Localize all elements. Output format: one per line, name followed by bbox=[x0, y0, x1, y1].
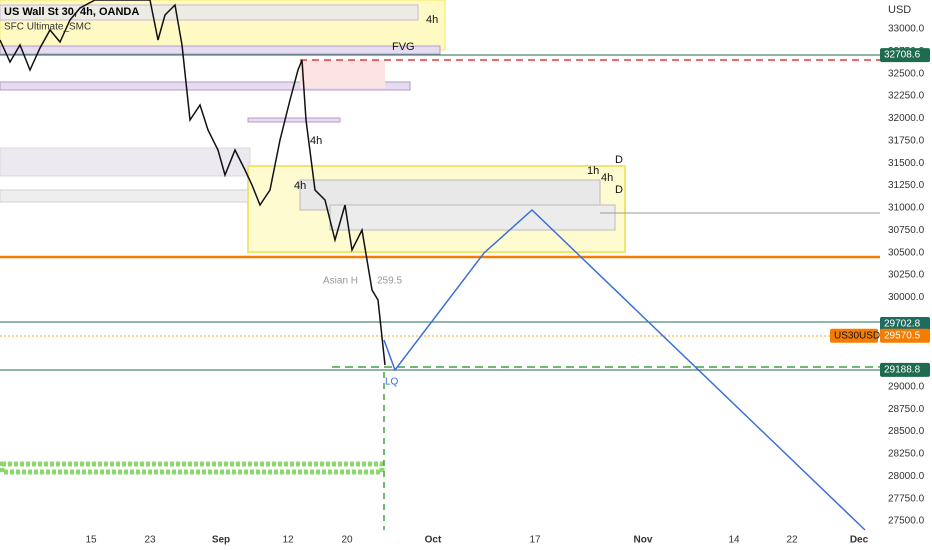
y-tick-label: 28750.0 bbox=[888, 404, 925, 415]
x-tick-label: Nov bbox=[634, 535, 653, 546]
symbol-title: US Wall St 30, 4h, OANDA bbox=[4, 6, 139, 18]
price-path bbox=[0, 0, 386, 366]
x-tick-label: 15 bbox=[85, 535, 97, 546]
y-tick-label: 31500.0 bbox=[888, 158, 925, 169]
price-badge bbox=[880, 328, 930, 343]
annotation: LQ bbox=[385, 377, 399, 388]
y-tick-label: 28500.0 bbox=[888, 426, 925, 437]
y-tick-label: 32250.0 bbox=[888, 91, 925, 102]
zone bbox=[300, 60, 385, 88]
y-tick-label: 27750.0 bbox=[888, 493, 925, 504]
zone bbox=[0, 147, 251, 177]
y-tick-label: 32500.0 bbox=[888, 68, 925, 79]
price-label: 29188.8 bbox=[884, 365, 921, 376]
y-tick-label: 32000.0 bbox=[888, 113, 925, 124]
y-tick-label: 31250.0 bbox=[888, 180, 925, 191]
y-tick-label: 30000.0 bbox=[888, 292, 925, 303]
x-tick-label: 17 bbox=[529, 535, 541, 546]
projection bbox=[383, 208, 866, 531]
indicator-name: SFC Ultimate_SMC bbox=[4, 22, 91, 33]
zone bbox=[0, 45, 441, 55]
price-badge bbox=[880, 362, 930, 377]
y-tick-label: 31750.0 bbox=[888, 135, 925, 146]
y-tick-label: 28000.0 bbox=[888, 471, 925, 482]
annotation: 4h bbox=[601, 172, 613, 184]
annotation: Asian H bbox=[323, 276, 358, 287]
price-axis bbox=[880, 0, 932, 550]
y-tick-label: 31000.0 bbox=[888, 203, 925, 214]
zone bbox=[0, 461, 385, 475]
x-tick-label: 12 bbox=[282, 535, 294, 546]
x-tick-label: Sep bbox=[212, 535, 230, 546]
y-tick-label: 30500.0 bbox=[888, 247, 925, 258]
annotation: D bbox=[615, 154, 623, 166]
y-tick-label: 29000.0 bbox=[888, 381, 925, 392]
zone bbox=[0, 81, 411, 91]
zone bbox=[0, 189, 251, 203]
y-tick-label: 27500.0 bbox=[888, 516, 925, 527]
symbol-badge bbox=[830, 328, 878, 343]
x-tick-label: 22 bbox=[786, 535, 798, 546]
symbol-label: US30USD bbox=[834, 330, 880, 341]
x-tick-label: Oct bbox=[425, 535, 442, 546]
price-badge bbox=[880, 48, 930, 63]
x-tick-label: 23 bbox=[144, 535, 156, 546]
annotation: 259.5 bbox=[377, 276, 402, 287]
y-tick-label: 28250.0 bbox=[888, 449, 925, 460]
axis-unit: USD bbox=[888, 4, 911, 16]
annotation: 4h bbox=[426, 14, 438, 26]
price-label: 29702.8 bbox=[884, 319, 921, 330]
annotation: D bbox=[615, 184, 623, 196]
price-badge bbox=[880, 316, 930, 331]
annotation: 1h bbox=[587, 165, 599, 177]
price-label: 29570.5 bbox=[884, 330, 921, 341]
x-tick-label: 20 bbox=[341, 535, 353, 546]
y-tick-label: 33000.0 bbox=[888, 24, 925, 35]
annotation: 4h bbox=[310, 135, 322, 147]
y-tick-label: 30750.0 bbox=[888, 225, 925, 236]
x-tick-label: Dec bbox=[850, 535, 869, 546]
x-tick-label: 14 bbox=[728, 535, 740, 546]
zone bbox=[329, 204, 616, 231]
price-label: 32708.6 bbox=[884, 50, 921, 61]
zone bbox=[247, 117, 341, 123]
annotation: FVG bbox=[392, 41, 415, 53]
zone bbox=[0, 4, 419, 21]
y-tick-label: 30250.0 bbox=[888, 270, 925, 281]
annotation: 4h bbox=[294, 180, 306, 192]
